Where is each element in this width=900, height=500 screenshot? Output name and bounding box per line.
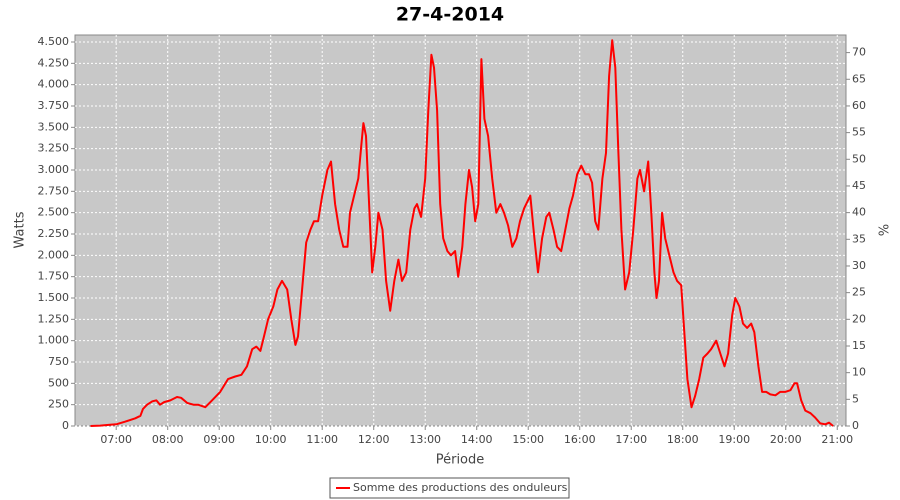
x-tick-label: 21:00	[821, 433, 853, 446]
x-tick-label: 13:00	[409, 433, 441, 446]
y-tick-label: 2.000	[38, 248, 70, 261]
plot-area	[74, 34, 847, 427]
y-tick-label: 250	[48, 398, 69, 411]
x-tick-label: 19:00	[718, 433, 750, 446]
y-tick-label: 3.000	[38, 163, 70, 176]
y2-tick-label: 35	[852, 232, 866, 245]
y-tick-label: 1.250	[38, 312, 70, 325]
y2-tick-label: 10	[852, 366, 866, 379]
legend-box	[329, 477, 570, 499]
y2-tick-label: 65	[852, 72, 866, 85]
y-tick-label: 3.750	[38, 99, 70, 112]
y-tick-label: 0	[62, 419, 69, 432]
y2-tick-label: 25	[852, 286, 866, 299]
y2-tick-label: 55	[852, 126, 866, 139]
y-tick-label: 4.000	[38, 78, 70, 91]
y-tick-label: 1.000	[38, 334, 70, 347]
y2-tick-label: 40	[852, 206, 866, 219]
y-tick-label: 500	[48, 376, 69, 389]
y2-tick-label: 50	[852, 152, 866, 165]
x-tick-label: 18:00	[667, 433, 699, 446]
x-tick-label: 12:00	[358, 433, 390, 446]
x-tick-label: 09:00	[203, 433, 235, 446]
x-tick-label: 17:00	[615, 433, 647, 446]
y-tick-label: 1.500	[38, 291, 70, 304]
x-tick-label: 20:00	[770, 433, 802, 446]
y2-tick-label: 45	[852, 179, 866, 192]
y-tick-label: 1.750	[38, 270, 70, 283]
y-tick-label: 2.500	[38, 206, 70, 219]
y2-tick-label: 5	[852, 392, 859, 405]
y-tick-label: 4.250	[38, 56, 70, 69]
chart-title: 27-4-2014	[396, 4, 504, 26]
legend-label: Somme des productions des onduleurs	[353, 481, 568, 494]
y-tick-label: 2.750	[38, 184, 70, 197]
x-tick-label: 16:00	[564, 433, 596, 446]
x-tick-label: 11:00	[306, 433, 338, 446]
y-tick-label: 4.500	[38, 35, 70, 48]
x-axis-label: Période	[436, 453, 485, 468]
x-tick-label: 14:00	[461, 433, 493, 446]
x-tick-label: 08:00	[152, 433, 184, 446]
y2-tick-label: 20	[852, 312, 866, 325]
y-axis-label: Watts	[13, 211, 28, 248]
x-tick-label: 07:00	[100, 433, 132, 446]
y2-tick-label: 15	[852, 339, 866, 352]
x-tick-label: 10:00	[255, 433, 287, 446]
y-tick-label: 750	[48, 355, 69, 368]
y2-tick-label: 30	[852, 259, 866, 272]
y-tick-label: 3.500	[38, 120, 70, 133]
line-series	[90, 39, 834, 427]
x-tick-label: 15:00	[512, 433, 544, 446]
y2-tick-label: 70	[852, 46, 866, 59]
y-tick-label: 3.250	[38, 142, 70, 155]
y2-axis-label: %	[875, 224, 890, 236]
y2-tick-label: 60	[852, 99, 866, 112]
y-tick-label: 2.250	[38, 227, 70, 240]
y2-tick-label: 0	[852, 419, 859, 432]
